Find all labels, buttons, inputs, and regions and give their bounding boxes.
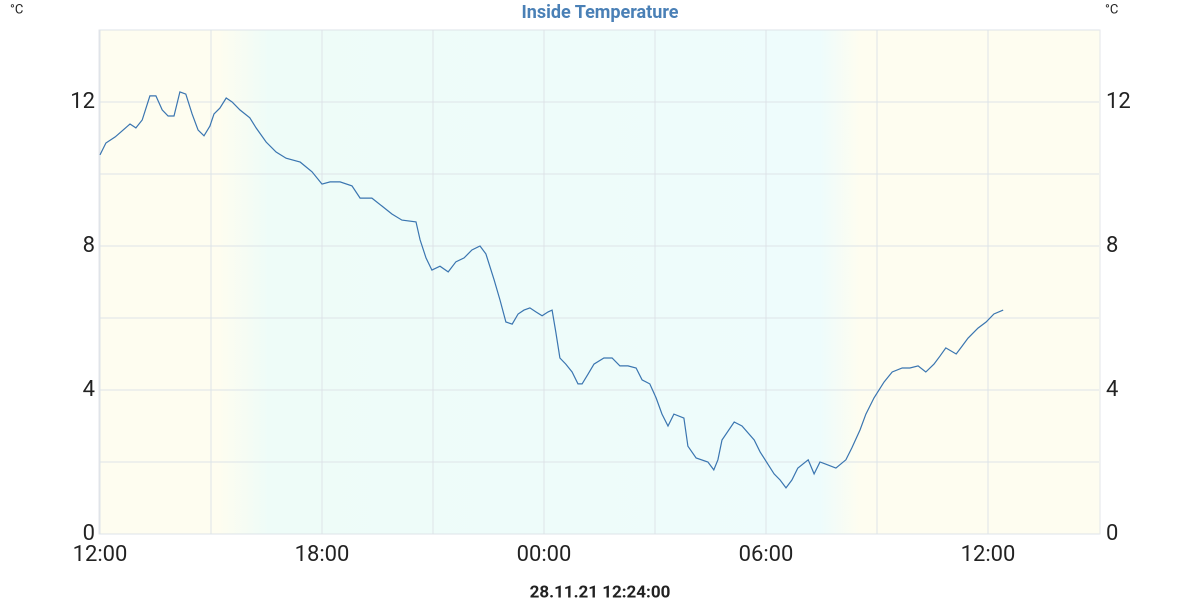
x-tick-label: 00:00 — [517, 542, 572, 567]
y-unit: °C — [10, 2, 23, 17]
y2-unit: °C — [1105, 2, 1118, 17]
y2-tick-label: 8 — [1106, 233, 1118, 258]
line — [99, 91, 1004, 489]
x-tick-label: 12:00 — [73, 542, 128, 567]
chart-title: Inside Temperature — [522, 2, 679, 23]
y2-tick-label: 4 — [1106, 377, 1118, 402]
footer: 28.11.21 12:24:00 — [530, 582, 671, 600]
y2-tick-label: 0 — [1106, 521, 1118, 546]
x-tick-label: 06:00 — [739, 542, 794, 567]
y-tick-label: 0 — [83, 521, 95, 546]
plot-background — [98, 29, 1101, 535]
y-tick-label: 4 — [83, 377, 95, 402]
x-tick-label: 12:00 — [961, 542, 1016, 567]
y-tick-label: 12 — [70, 89, 95, 114]
x-tick-label: 18:00 — [295, 542, 350, 567]
y2-tick-label: 12 — [1106, 89, 1131, 114]
y-tick-label: 8 — [83, 233, 95, 258]
